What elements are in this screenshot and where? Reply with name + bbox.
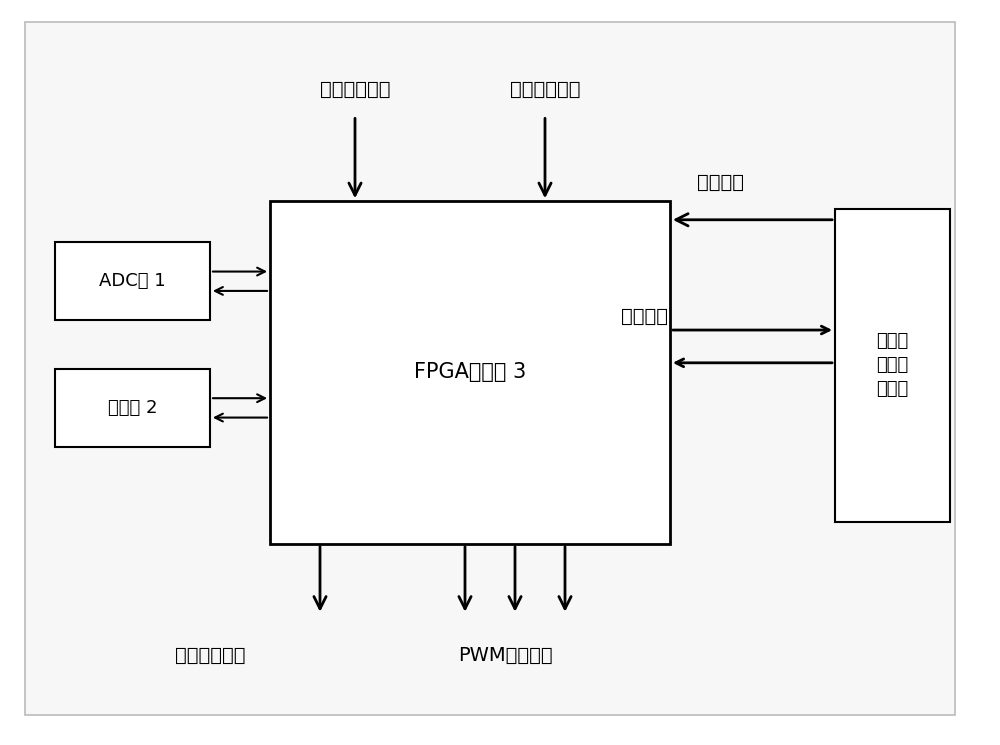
Bar — [55, 242, 210, 320]
Text: 以太网线: 以太网线 — [622, 307, 668, 326]
Text: ADC板 1: ADC板 1 — [99, 272, 166, 291]
Text: PWM光纤信号: PWM光纤信号 — [458, 646, 552, 665]
Bar — [55, 369, 210, 447]
Text: 波形触发: 波形触发 — [696, 173, 744, 192]
Text: FPGA控制器 3: FPGA控制器 3 — [414, 363, 526, 382]
Text: 输出电流检测: 输出电流检测 — [510, 80, 580, 99]
Text: 充电控制脉冲: 充电控制脉冲 — [175, 646, 245, 665]
Text: 加速器
数字控
制系统: 加速器 数字控 制系统 — [876, 332, 909, 398]
Text: 状态板 2: 状态板 2 — [108, 399, 157, 417]
Bar — [835, 209, 950, 522]
Bar — [270, 201, 670, 544]
Text: 母排电压检测: 母排电压检测 — [320, 80, 390, 99]
